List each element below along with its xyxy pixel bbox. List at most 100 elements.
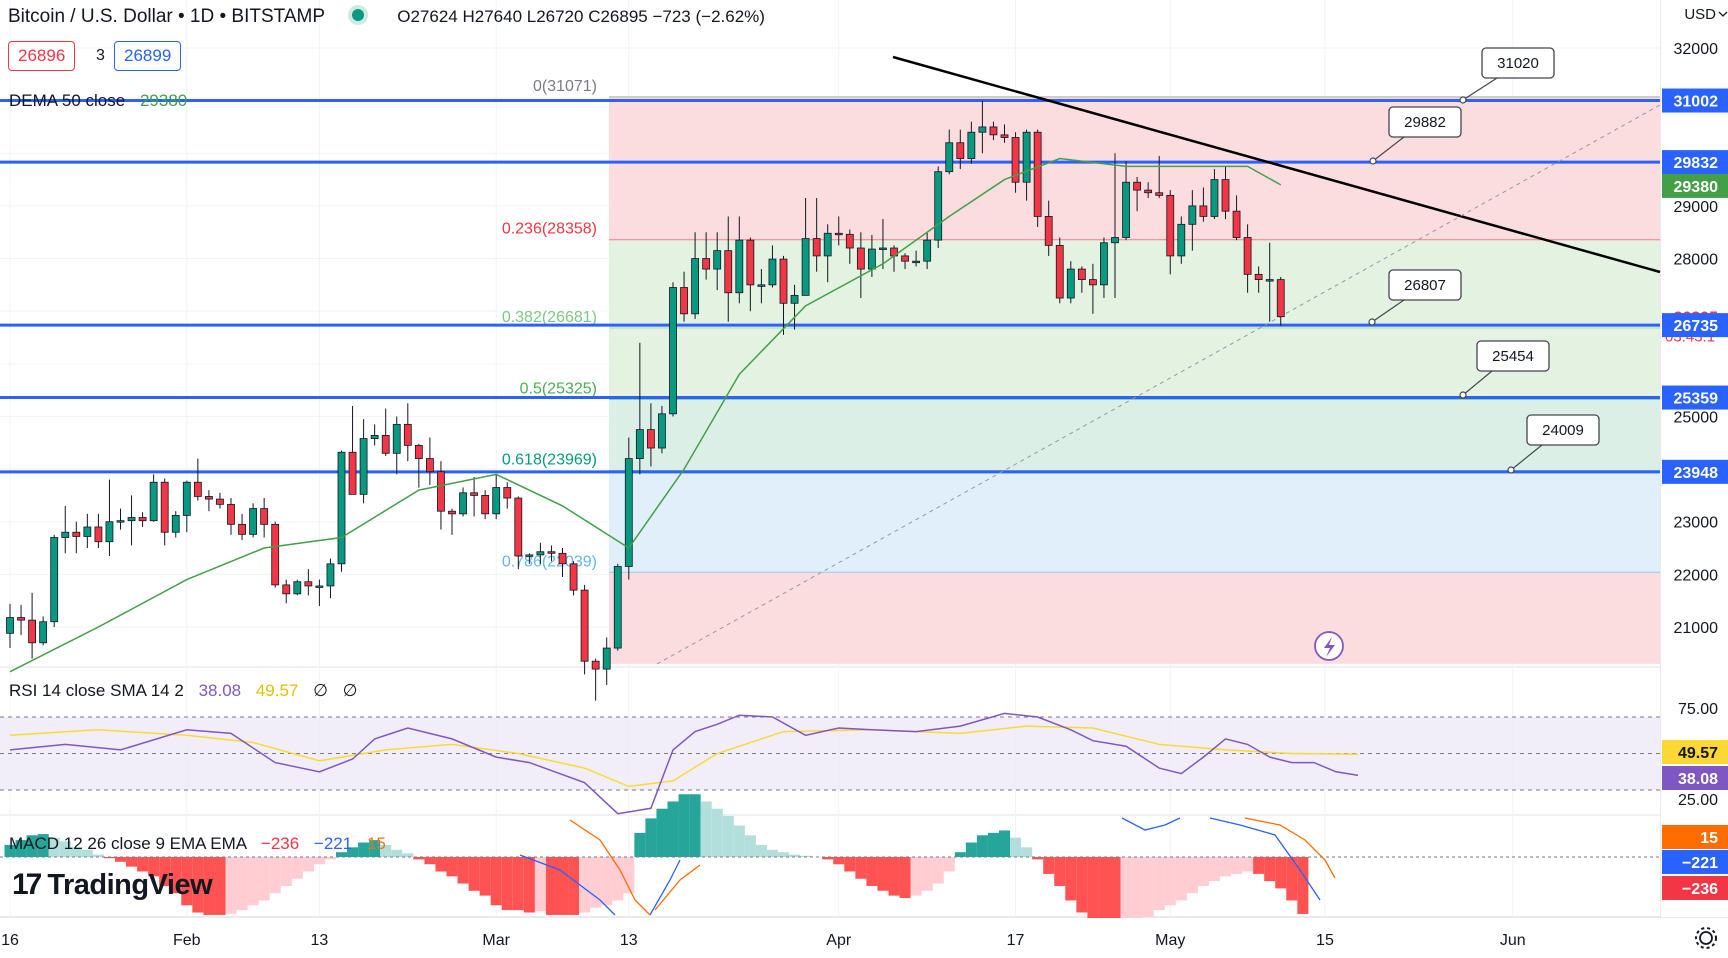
price-level-tag[interactable] [1662, 173, 1728, 198]
candle[interactable] [525, 554, 534, 557]
tradingview-logo[interactable]: 17 TradingView [12, 868, 213, 902]
candle[interactable] [260, 508, 269, 525]
candle[interactable] [945, 142, 954, 173]
candle[interactable] [1243, 237, 1252, 275]
candle[interactable] [1133, 181, 1141, 191]
candle[interactable] [28, 619, 37, 644]
candle[interactable] [912, 260, 920, 264]
candle[interactable] [514, 497, 523, 557]
candle[interactable] [425, 458, 434, 473]
candle[interactable] [746, 239, 755, 286]
candle[interactable] [735, 239, 744, 294]
candle[interactable] [238, 523, 246, 535]
candle[interactable] [1044, 216, 1053, 246]
candle[interactable] [348, 451, 357, 495]
candle[interactable] [227, 503, 235, 525]
currency-label[interactable]: USD [1684, 6, 1716, 23]
price-callout[interactable] [1481, 47, 1555, 79]
candle[interactable] [923, 239, 932, 262]
candle[interactable] [801, 238, 810, 296]
candle[interactable] [1111, 237, 1119, 244]
macd-signal-line[interactable] [569, 819, 651, 916]
candle[interactable] [437, 471, 445, 512]
candle[interactable] [1265, 279, 1274, 282]
candle[interactable] [105, 521, 114, 543]
candle[interactable] [271, 523, 280, 586]
candle[interactable] [602, 647, 611, 670]
candle[interactable] [558, 552, 567, 565]
candle[interactable] [647, 429, 655, 449]
candle[interactable] [1022, 131, 1031, 183]
candle[interactable] [901, 255, 909, 262]
macd-value-tag[interactable] [1662, 825, 1728, 849]
candle[interactable] [580, 589, 589, 662]
candle[interactable] [978, 126, 987, 133]
candle[interactable] [459, 492, 467, 515]
rsi-ma-tag[interactable] [1662, 740, 1728, 764]
candle[interactable] [216, 498, 224, 505]
candle[interactable] [624, 458, 633, 567]
candle[interactable] [1089, 279, 1097, 286]
candle[interactable] [481, 495, 490, 515]
candle[interactable] [17, 617, 25, 621]
descending-trendline[interactable] [892, 55, 1661, 274]
candle[interactable] [6, 617, 14, 634]
candle[interactable] [381, 435, 390, 454]
candle[interactable] [1122, 181, 1130, 238]
dema-line[interactable] [9, 157, 1282, 673]
buy-button[interactable]: 26899 [114, 41, 182, 71]
candle[interactable] [1254, 273, 1263, 281]
symbol-title[interactable]: Bitcoin / U.S. Dollar • 1D • BITSTAMP [8, 6, 325, 27]
macd-value-tag[interactable] [1662, 850, 1728, 874]
candle[interactable] [812, 238, 821, 257]
candle[interactable] [658, 413, 666, 449]
macd-line[interactable] [519, 854, 616, 916]
candle[interactable] [779, 258, 788, 304]
candle[interactable] [713, 250, 722, 270]
price-level-tag[interactable] [1662, 313, 1728, 338]
macd-legend[interactable]: MACD 12 26 close 9 EMA EMA −236 −221 15 [9, 834, 386, 854]
candle[interactable] [757, 284, 766, 287]
candle[interactable] [293, 581, 302, 595]
rsi-line[interactable] [9, 712, 1359, 815]
candle[interactable] [680, 287, 688, 315]
candle[interactable] [834, 232, 843, 236]
candle[interactable] [370, 435, 379, 439]
macd-value-tag[interactable] [1662, 876, 1728, 900]
candle[interactable] [1155, 192, 1164, 196]
candle[interactable] [337, 451, 346, 565]
candle[interactable] [326, 563, 335, 587]
candle[interactable] [845, 233, 854, 249]
rsi-ma-line[interactable] [9, 725, 1359, 788]
candle[interactable] [1276, 279, 1285, 318]
candle[interactable] [204, 496, 213, 500]
rsi-value-tag[interactable] [1662, 766, 1728, 790]
candle[interactable] [61, 531, 70, 538]
candle[interactable] [304, 581, 313, 587]
price-callout[interactable] [1526, 414, 1600, 446]
candle[interactable] [823, 232, 832, 257]
candle[interactable] [989, 126, 998, 136]
candle[interactable] [591, 660, 600, 670]
candle[interactable] [503, 487, 512, 499]
candle[interactable] [315, 585, 324, 588]
candle[interactable] [94, 526, 103, 543]
candle[interactable] [1221, 179, 1230, 212]
candle[interactable] [1210, 179, 1219, 217]
candle[interactable] [1033, 131, 1042, 217]
price-level-tag[interactable] [1662, 150, 1728, 175]
candle[interactable] [116, 520, 125, 523]
candle[interactable] [359, 438, 368, 495]
candle[interactable] [149, 481, 158, 522]
candle[interactable] [448, 510, 456, 515]
candle[interactable] [868, 248, 876, 270]
price-level-tag[interactable] [1662, 88, 1728, 113]
candle[interactable] [635, 429, 644, 459]
dema-legend[interactable]: DEMA 50 close 29380 [9, 91, 187, 111]
candle[interactable] [547, 551, 556, 554]
price-callout[interactable] [1476, 340, 1550, 372]
candle[interactable] [193, 481, 202, 497]
candle[interactable] [879, 247, 887, 250]
candle[interactable] [856, 247, 865, 270]
